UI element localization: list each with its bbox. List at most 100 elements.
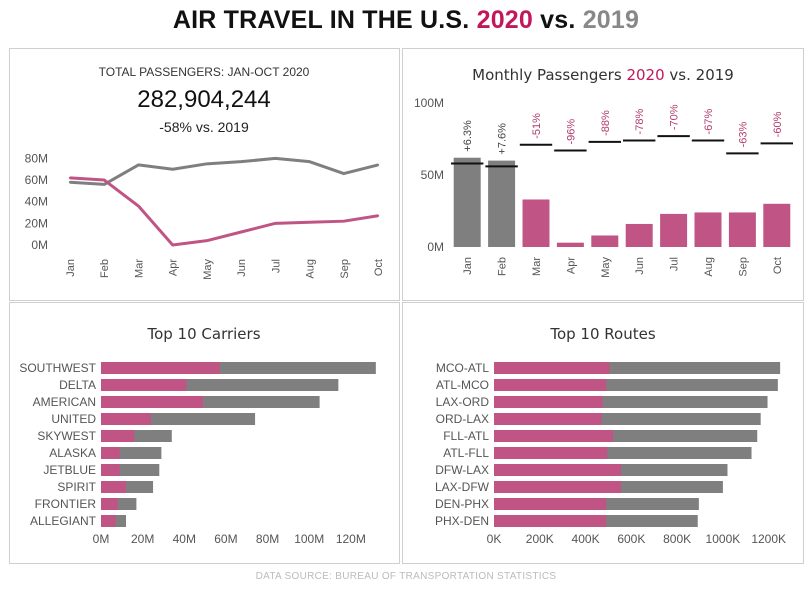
row-label-phx-den: PHX-DEN — [435, 514, 489, 528]
data-label-jun: -78% — [634, 109, 646, 135]
row-label-lax-ord: LAX-ORD — [436, 395, 490, 409]
point-2019-sep — [342, 172, 345, 175]
point-2020-jan — [68, 176, 72, 180]
bar-2020-frontier — [101, 498, 118, 510]
x-tick-label-80m: 80M — [256, 532, 279, 546]
top-carriers-chart: Top 10 Carriers SOUTHWEST DELTA AMERICAN UN… — [19, 325, 376, 546]
y-tick-label-60m: 60M — [25, 173, 48, 187]
top-routes-chart: Top 10 Routes MCO-ATL ATL-MCO LAX-ORD ORD-L… — [435, 325, 786, 546]
row-label-frontier: FRONTIER — [35, 497, 97, 511]
bar-2020-jun — [625, 223, 653, 247]
routes-chart-title: Top 10 Routes — [549, 325, 655, 343]
y-tick-label-50m: 50M — [421, 168, 444, 182]
row-label-den-phx: DEN-PHX — [435, 497, 489, 511]
bar-2020-apr — [556, 242, 584, 247]
x-tick-label-1000k: 1000K — [706, 532, 741, 546]
bar-2020-spirit — [101, 481, 126, 493]
x-tick-label-jan: Jan — [462, 257, 474, 275]
monthly-title-year-2020: 2020 — [626, 66, 664, 84]
bar-2020-jul — [660, 213, 688, 247]
kpi-panel: TOTAL PASSENGERS: JAN-OCT 2020 282,904,2… — [9, 48, 400, 301]
x-tick-label-400k: 400K — [572, 532, 600, 546]
data-label-aug: -67% — [703, 109, 715, 135]
bar-2020-united — [101, 413, 151, 425]
x-tick-label-sep: Sep — [339, 259, 351, 279]
point-2020-apr — [171, 243, 174, 247]
x-tick-label-200k: 200K — [526, 532, 554, 546]
title-vs: vs. — [540, 6, 576, 34]
bar-2020-lax-dfw — [494, 481, 622, 493]
point-2020-oct — [376, 214, 380, 217]
bar-2020-mco-atl — [494, 362, 610, 374]
routes-panel: Top 10 Routes MCO-ATL ATL-MCO LAX-ORD ORD-L… — [402, 302, 804, 564]
x-tick-label-may: May — [202, 259, 214, 280]
row-label-southwest: SOUTHWEST — [19, 361, 96, 375]
y-tick-label-0m: 0M — [427, 240, 444, 254]
y-tick-label-20m: 20M — [25, 216, 48, 230]
x-tick-label-120m: 120M — [336, 532, 366, 546]
row-label-jetblue: JETBLUE — [43, 463, 96, 477]
x-tick-label-40m: 40M — [173, 532, 196, 546]
monthly-title-year-2019: 2019 — [696, 66, 734, 84]
row-label-allegiant: ALLEGIANT — [30, 514, 97, 528]
y-tick-label-100m: 100M — [414, 96, 444, 110]
row-label-alaska: ALASKA — [49, 446, 96, 460]
row-label-skywest: SKYWEST — [37, 429, 96, 443]
x-tick-label-jun: Jun — [236, 259, 248, 277]
dashboard-title: AIR TRAVEL IN THE U.S. 2020 vs. 2019 — [0, 6, 812, 35]
x-tick-label-600k: 600K — [617, 532, 645, 546]
bar-2020-may — [591, 235, 619, 247]
point-2020-aug — [308, 221, 311, 224]
bar-2020-skywest — [101, 430, 135, 442]
point-2020-jun — [239, 230, 243, 234]
x-tick-label-mar: Mar — [531, 257, 543, 276]
data-label-may: -88% — [600, 110, 612, 136]
row-label-atl-mco: ATL-MCO — [436, 378, 489, 392]
data-label-sep: -63% — [737, 122, 749, 148]
data-label-oct: -60% — [772, 111, 784, 137]
x-tick-label-jun: Jun — [634, 257, 646, 275]
point-2020-may — [205, 239, 209, 242]
row-label-american: AMERICAN — [33, 395, 96, 409]
x-tick-label-20m: 20M — [131, 532, 154, 546]
x-tick-label-mar: Mar — [133, 259, 145, 278]
bar-2020-mar — [522, 199, 550, 247]
monthly-title-prefix: Monthly Passengers — [472, 66, 622, 84]
x-tick-label-apr: Apr — [565, 257, 577, 274]
point-2019-jan — [68, 181, 72, 184]
carriers-chart-title: Top 10 Carriers — [146, 325, 260, 343]
bar-2020-dfw-lax — [494, 464, 622, 476]
x-tick-label-aug: Aug — [703, 257, 715, 277]
data-label-mar: -51% — [531, 113, 543, 139]
point-2020-jul — [274, 222, 277, 225]
point-2020-mar — [137, 204, 140, 208]
bar-2020-alaska — [101, 447, 120, 459]
kpi-value: 282,904,244 — [137, 86, 270, 113]
bar-2020-fll-atl — [494, 430, 614, 442]
bar-2020-southwest — [101, 362, 220, 374]
row-label-mco-atl: MCO-ATL — [436, 361, 489, 375]
title-year-2020: 2020 — [476, 6, 534, 34]
bar-2020-sep — [728, 212, 756, 247]
point-2020-feb — [103, 178, 106, 182]
bar-2020-den-phx — [494, 498, 607, 510]
total-passengers-line-chart: TOTAL PASSENGERS: JAN-OCT 2020 282,904,2… — [25, 65, 385, 280]
x-tick-label-may: May — [600, 257, 612, 278]
point-2019-jul — [274, 157, 277, 160]
data-label-apr: -96% — [565, 119, 577, 145]
bar-2020-allegiant — [101, 515, 116, 527]
bar-2020-phx-den — [494, 515, 607, 527]
bar-2020-atl-fll — [494, 447, 608, 459]
row-label-lax-dfw: LAX-DFW — [435, 480, 490, 494]
row-label-fll-atl: FLL-ATL — [443, 429, 489, 443]
series-line-2020 — [69, 176, 379, 247]
x-tick-label-aug: Aug — [305, 259, 317, 279]
bar-2020-atl-mco — [494, 379, 607, 391]
data-source-note: DATA SOURCE: BUREAU OF TRANSPORTATION ST… — [255, 571, 557, 582]
row-label-spirit: SPIRIT — [57, 480, 96, 494]
x-tick-label-apr: Apr — [168, 259, 180, 276]
x-tick-label-oct: Oct — [373, 259, 385, 276]
y-tick-label-80m: 80M — [25, 151, 48, 165]
row-label-atl-fll: ATL-FLL — [443, 446, 489, 460]
point-2019-jun — [239, 160, 243, 163]
